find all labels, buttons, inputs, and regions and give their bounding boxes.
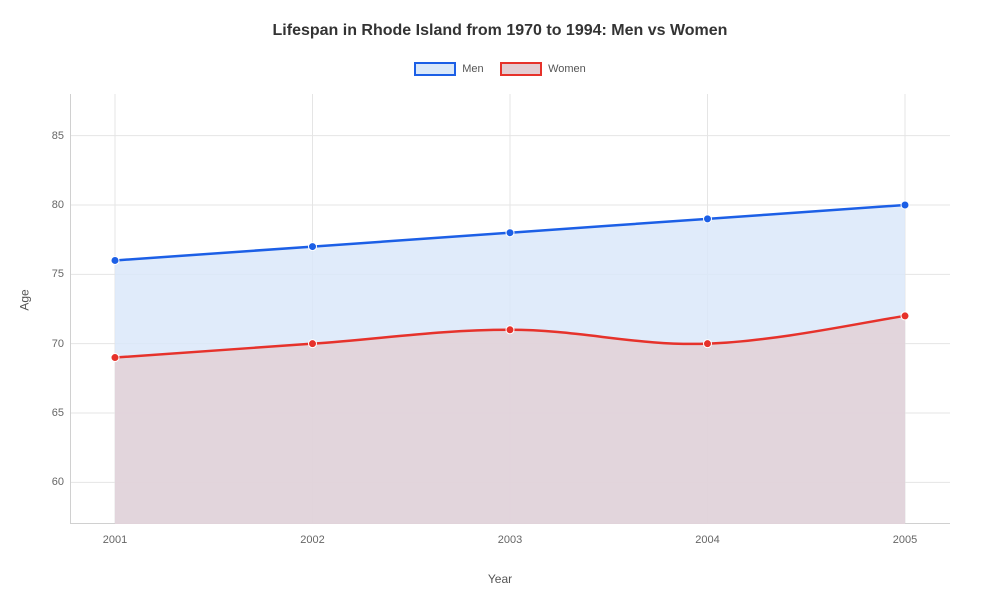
y-tick: 85 — [34, 130, 64, 142]
x-tick: 2004 — [695, 534, 719, 546]
y-tick: 65 — [34, 407, 64, 419]
legend-label-men: Men — [462, 63, 483, 75]
y-axis-label: Age — [18, 289, 32, 310]
chart-container: Lifespan in Rhode Island from 1970 to 19… — [0, 0, 1000, 600]
legend-item-men: Men — [414, 62, 483, 76]
x-tick: 2001 — [103, 534, 127, 546]
legend: Men Women — [0, 62, 1000, 81]
legend-swatch-men — [414, 62, 456, 76]
legend-swatch-women — [500, 62, 542, 76]
y-tick: 80 — [34, 199, 64, 211]
y-tick: 75 — [34, 268, 64, 280]
plot-area — [70, 94, 950, 524]
chart-title: Lifespan in Rhode Island from 1970 to 19… — [0, 22, 1000, 40]
chart-svg — [70, 94, 950, 524]
x-tick: 2005 — [893, 534, 917, 546]
x-tick: 2002 — [300, 534, 324, 546]
legend-item-women: Women — [500, 62, 586, 76]
y-tick: 60 — [34, 476, 64, 488]
y-tick: 70 — [34, 338, 64, 350]
x-tick: 2003 — [498, 534, 522, 546]
legend-label-women: Women — [548, 63, 586, 75]
x-axis-label: Year — [0, 572, 1000, 586]
